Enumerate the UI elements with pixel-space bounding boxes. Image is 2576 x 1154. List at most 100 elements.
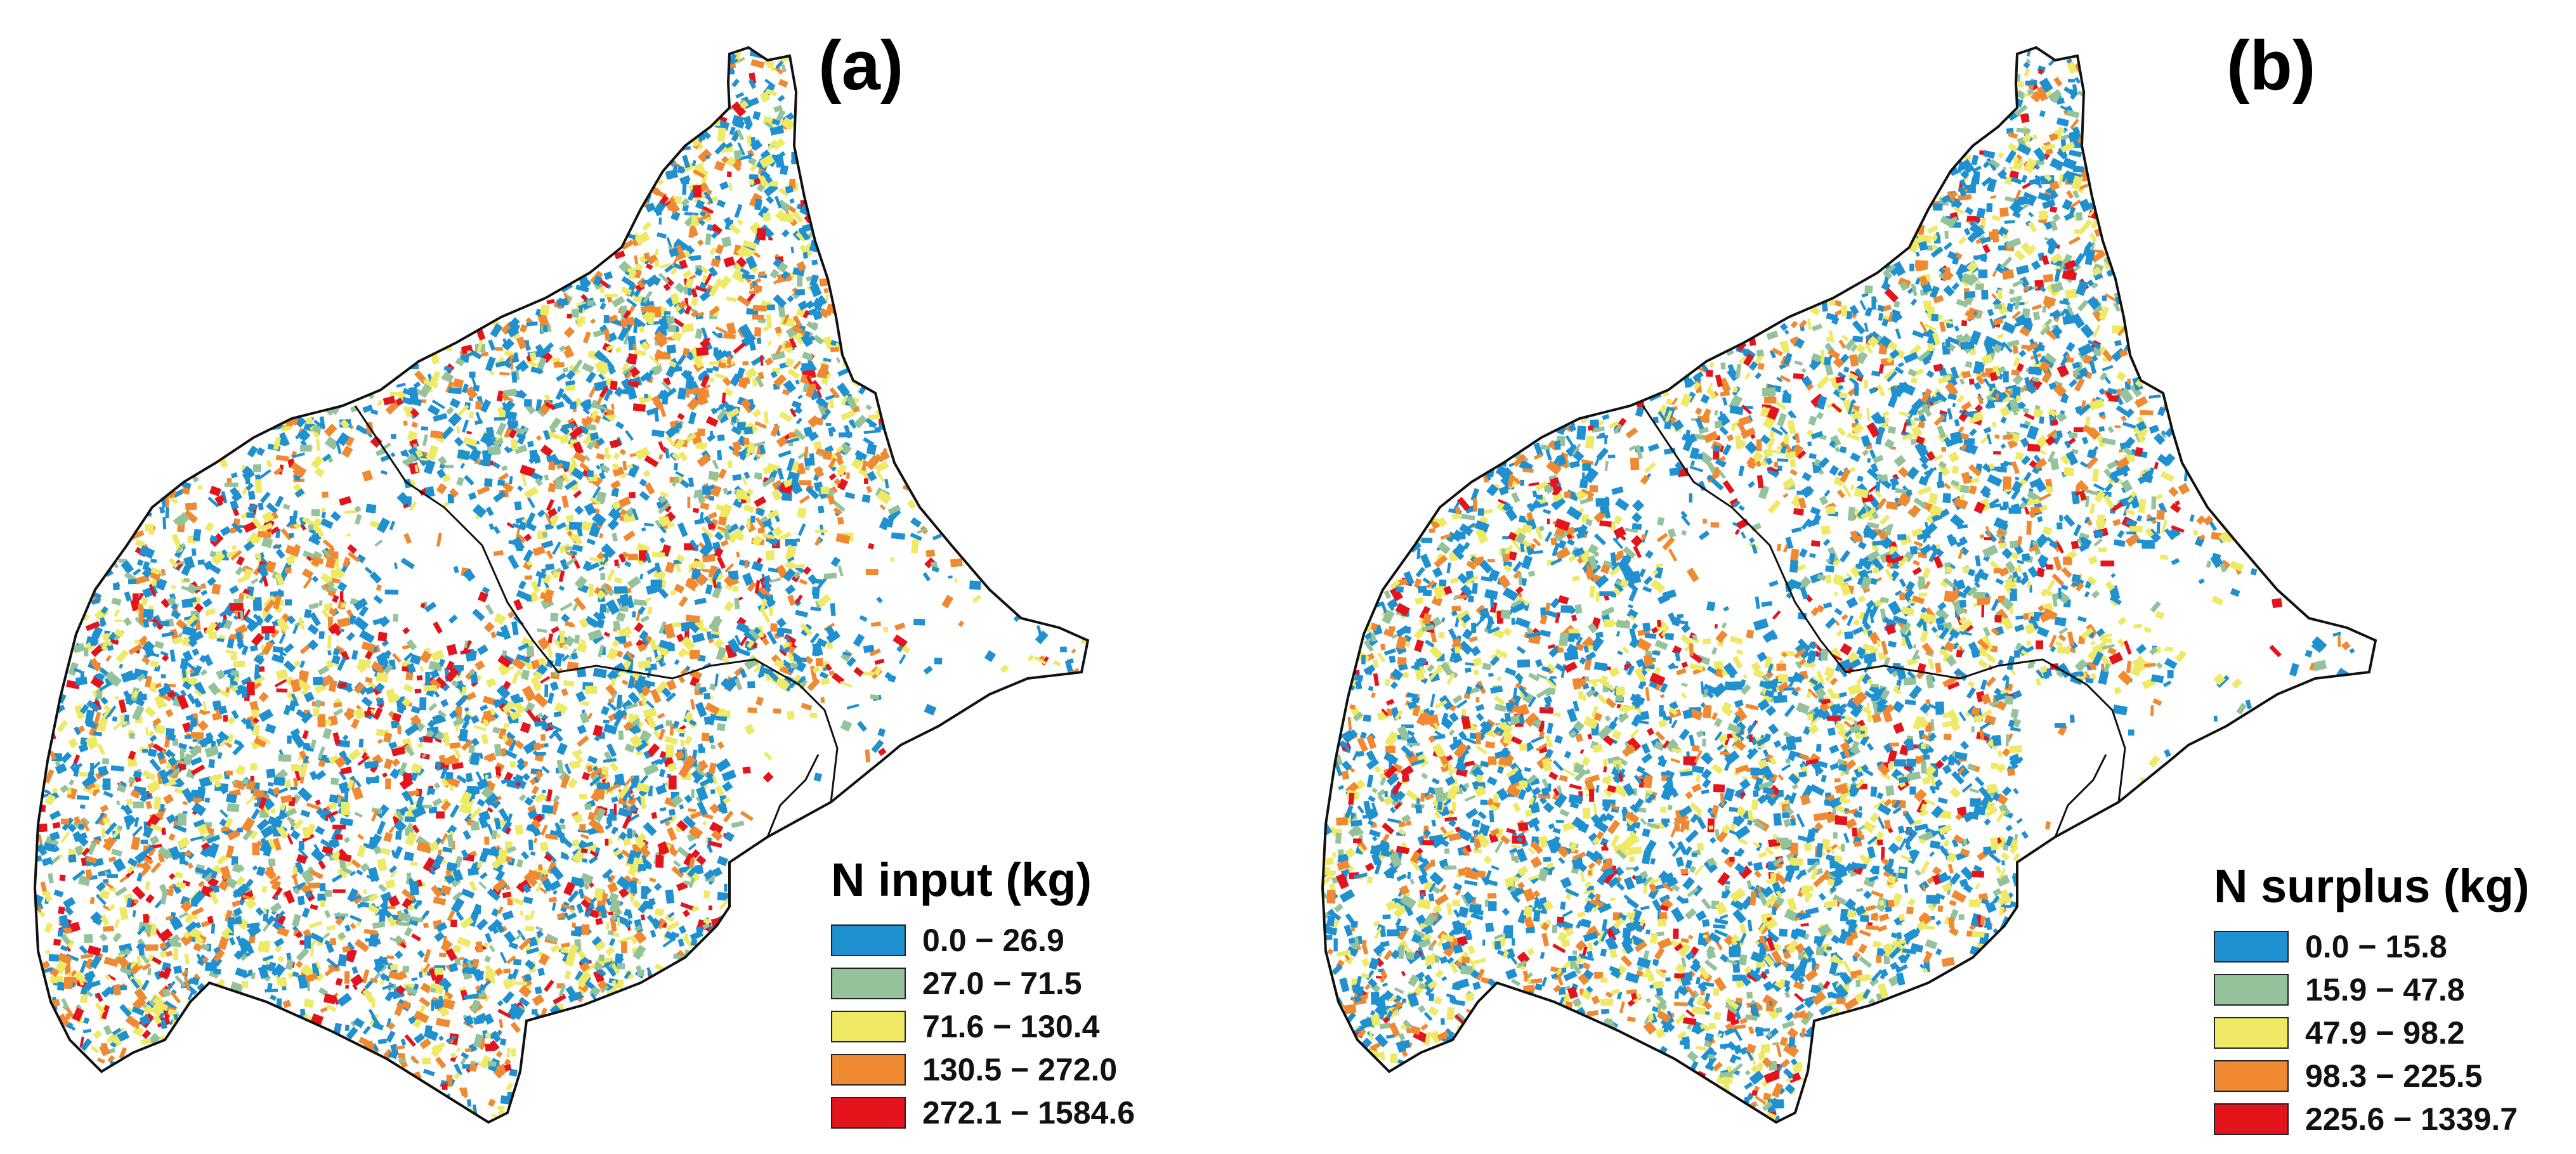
land-patch [266, 768, 276, 779]
land-patch [356, 869, 363, 876]
land-patch [575, 284, 589, 293]
land-patch [787, 295, 794, 302]
land-patch [599, 603, 607, 613]
land-patch [703, 693, 710, 699]
land-patch [435, 968, 444, 975]
land-patch [610, 380, 618, 391]
land-patch [150, 559, 157, 563]
land-patch [223, 668, 237, 675]
land-patch [485, 506, 494, 517]
land-patch [726, 322, 736, 335]
land-patch [1053, 660, 1061, 667]
land-patch [369, 833, 382, 848]
land-patch [445, 380, 454, 394]
panel-a: (a) N input (kg) 0.0 − 26.9 27.0 − 71.5 … [33, 27, 1135, 1131]
land-patch [297, 895, 305, 905]
land-patch [678, 596, 688, 607]
land-patch [679, 865, 693, 874]
land-patch [275, 455, 289, 462]
land-patch [913, 618, 925, 626]
land-patch [338, 750, 347, 758]
land-patch [110, 765, 124, 772]
land-patch [545, 563, 555, 571]
land-patch [757, 528, 765, 534]
land-patch [460, 956, 464, 961]
land-patch [180, 751, 185, 761]
land-patch [506, 1082, 514, 1091]
land-patch [313, 677, 324, 685]
land-patch [910, 517, 922, 528]
land-patch [446, 406, 454, 415]
land-patch [495, 1051, 503, 1058]
land-patch [658, 728, 666, 741]
land-patch [35, 823, 48, 833]
land-patch [235, 566, 244, 576]
land-patch [524, 575, 533, 580]
land-patch [680, 902, 695, 911]
land-patch [263, 907, 267, 914]
land-patch [743, 438, 750, 446]
land-patch [777, 467, 784, 480]
land-patch [548, 897, 557, 903]
land-patch [268, 858, 276, 867]
land-patch [541, 804, 554, 814]
land-patch [147, 968, 152, 976]
land-patch [457, 937, 471, 948]
land-patch [238, 685, 244, 689]
land-patch [436, 762, 441, 771]
land-patch [163, 793, 174, 805]
land-patch [868, 543, 875, 550]
land-patch [708, 762, 717, 775]
land-patch [559, 630, 565, 643]
land-patch [742, 766, 751, 774]
land-patch [726, 171, 732, 178]
land-patch [190, 756, 203, 766]
land-patch [390, 434, 396, 439]
land-patch [669, 808, 676, 816]
land-patch [771, 351, 786, 361]
land-patch [688, 274, 696, 281]
land-patch [52, 788, 57, 793]
land-patch [721, 237, 732, 247]
land-patch [623, 530, 636, 541]
land-patch [476, 905, 481, 914]
land-patch [820, 486, 829, 495]
land-patch [320, 1006, 328, 1013]
land-patch [657, 712, 665, 720]
land-patch [550, 613, 559, 622]
land-patch [766, 304, 775, 311]
land-patch [200, 832, 215, 843]
land-patch [823, 358, 832, 363]
land-patch [647, 606, 653, 615]
land-patch [350, 718, 360, 729]
land-patch [713, 347, 719, 354]
land-patch [700, 266, 709, 274]
land-patch [141, 748, 148, 753]
land-patch [298, 840, 304, 851]
land-patch [702, 485, 711, 495]
land-patch [448, 412, 462, 427]
land-patch [497, 479, 506, 486]
land-patch [651, 812, 657, 819]
land-patch [249, 762, 258, 771]
land-patch [495, 870, 506, 882]
land-patch [743, 426, 753, 435]
land-patch [588, 386, 597, 398]
land-patch [491, 908, 500, 917]
land-patch [187, 990, 195, 1001]
land-patch [438, 850, 442, 855]
land-patch [605, 448, 609, 458]
land-patch [811, 259, 818, 266]
land-patch [383, 831, 393, 843]
land-patch [76, 795, 89, 800]
land-patch [173, 948, 178, 960]
land-patch [770, 623, 778, 632]
land-patch [586, 424, 596, 431]
land-patch [680, 739, 684, 747]
land-patch [640, 795, 646, 810]
land-patch [246, 682, 255, 696]
land-patch [674, 282, 686, 294]
land-patch [497, 1105, 505, 1110]
land-patch [715, 503, 724, 512]
map-n-input [33, 46, 1090, 1124]
